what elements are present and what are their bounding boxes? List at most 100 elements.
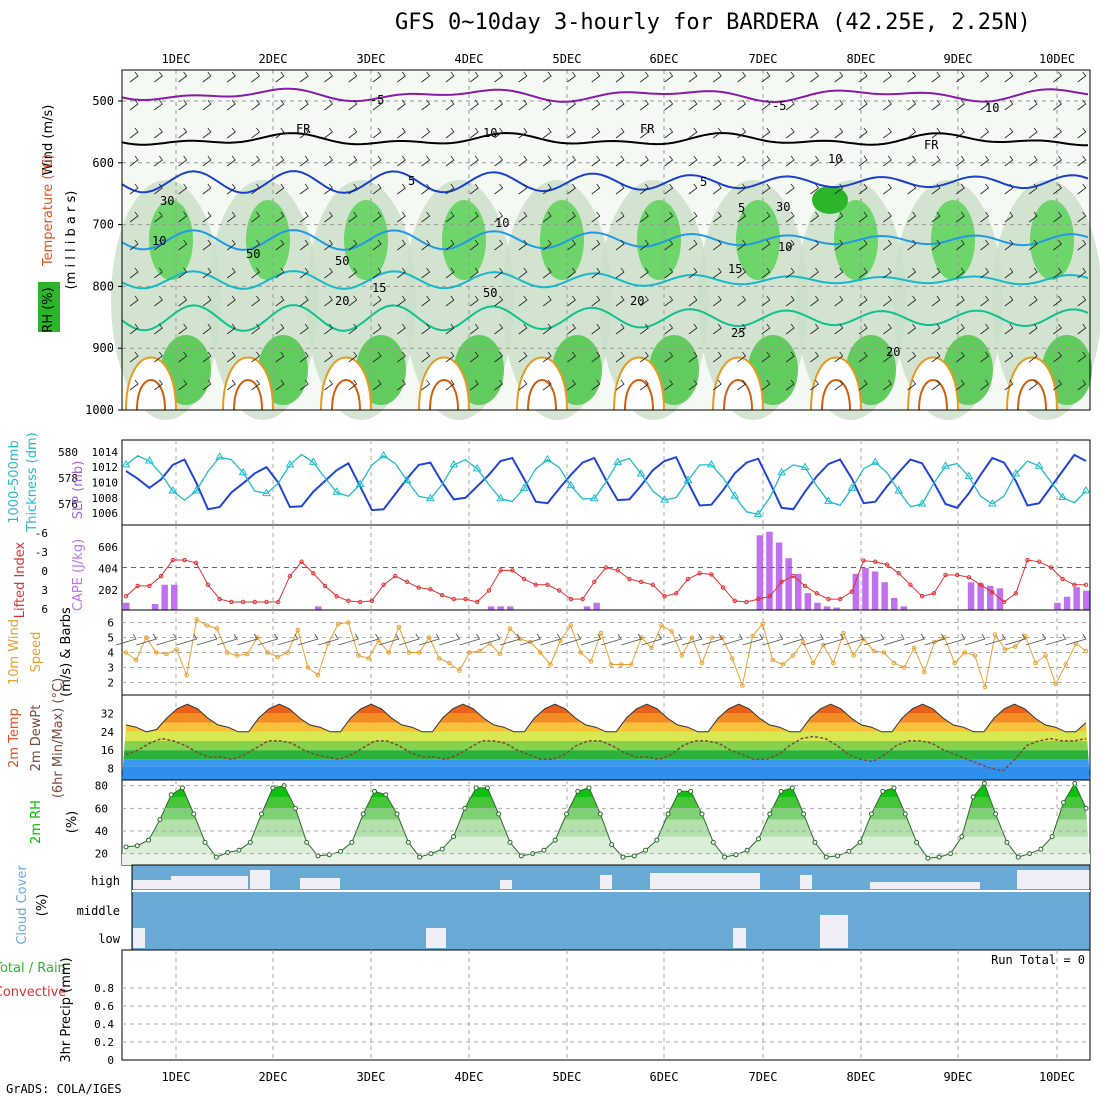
rh-marker bbox=[722, 854, 728, 860]
li-marker bbox=[978, 582, 983, 587]
wind-barb bbox=[1077, 211, 1087, 223]
wind-speed-marker bbox=[982, 684, 988, 690]
wind-barb bbox=[299, 351, 309, 363]
wind-barb-10m bbox=[1025, 633, 1047, 646]
wind-barb bbox=[664, 211, 674, 223]
cape-bar bbox=[785, 558, 792, 610]
cloud-gap bbox=[500, 880, 512, 889]
wind-barb-10m bbox=[742, 633, 764, 646]
li-marker bbox=[592, 579, 597, 585]
wind-speed-marker bbox=[366, 656, 371, 661]
wind-barb bbox=[980, 99, 990, 111]
wind-speed-marker bbox=[386, 650, 392, 655]
isotherm-20 bbox=[121, 304, 1089, 332]
wind-speed-marker bbox=[174, 647, 179, 652]
wind-barb bbox=[275, 379, 285, 391]
cloud-gap bbox=[600, 875, 612, 889]
cloud-gap bbox=[133, 880, 172, 889]
wind-barb bbox=[518, 211, 528, 223]
li-marker bbox=[1072, 582, 1077, 587]
li-marker bbox=[170, 557, 176, 563]
wind-barb bbox=[129, 351, 139, 363]
rh-tick-label: 60 bbox=[95, 802, 108, 815]
cape-bar bbox=[967, 582, 975, 610]
wind-barb bbox=[1053, 183, 1062, 195]
wind-speed-marker bbox=[406, 650, 412, 655]
wind-barb bbox=[1004, 267, 1014, 279]
cloud-gap bbox=[650, 873, 760, 889]
contour-label: 30 bbox=[160, 194, 174, 208]
temp-band bbox=[122, 766, 1090, 780]
contour-label: 15 bbox=[728, 262, 742, 276]
cape-tick-label: 606 bbox=[98, 541, 118, 554]
rh-marker bbox=[496, 811, 502, 817]
wind-barb bbox=[615, 71, 625, 83]
wind-barb bbox=[567, 267, 576, 279]
wind-barb bbox=[931, 323, 941, 335]
wind-barb bbox=[1053, 379, 1062, 391]
li-marker bbox=[861, 558, 866, 563]
cape-bar bbox=[487, 606, 495, 610]
wind-barb bbox=[275, 323, 285, 335]
isotherm-freezing bbox=[121, 131, 1089, 147]
wind-barb bbox=[1077, 323, 1087, 335]
wind-barb bbox=[931, 239, 941, 251]
temp-band bbox=[122, 695, 1090, 704]
wind-barb bbox=[421, 239, 431, 251]
wind-barb bbox=[591, 323, 601, 335]
isotherm-10 bbox=[121, 229, 1089, 251]
cape-bar bbox=[151, 603, 159, 610]
li-marker bbox=[638, 579, 644, 585]
wind-barb bbox=[615, 351, 625, 363]
wind-barb bbox=[712, 155, 722, 167]
wind-barb bbox=[518, 183, 528, 195]
temp-band bbox=[122, 731, 1090, 741]
rh-marker bbox=[259, 811, 265, 817]
rh-high-blob bbox=[344, 200, 388, 280]
thickness-tick-label: 576 bbox=[58, 498, 78, 511]
cape-bar bbox=[756, 535, 764, 610]
li-marker bbox=[1013, 591, 1018, 596]
wind-barb bbox=[810, 239, 819, 251]
rh-marker bbox=[575, 788, 581, 794]
wind-barb bbox=[348, 323, 358, 335]
temp-tick-label: 24 bbox=[101, 726, 115, 739]
li-marker bbox=[556, 588, 562, 593]
wind-barb bbox=[737, 211, 747, 223]
wind-barb bbox=[324, 155, 333, 167]
wind-speed-marker bbox=[689, 635, 695, 640]
wind-barb bbox=[469, 239, 479, 251]
li-marker bbox=[615, 568, 620, 573]
wind-barb bbox=[178, 155, 188, 167]
wind-barb bbox=[469, 99, 479, 111]
rh-max-blob bbox=[812, 186, 848, 214]
wind-speed-marker bbox=[447, 660, 452, 666]
slp-tick-label: 1006 bbox=[92, 507, 119, 520]
wind-speed-marker bbox=[436, 656, 442, 661]
li-marker bbox=[1001, 599, 1007, 605]
li-marker bbox=[908, 582, 913, 587]
pressure-tick-label: 600 bbox=[92, 156, 114, 170]
wind-barb bbox=[445, 127, 455, 139]
li-marker bbox=[837, 596, 843, 602]
wind-barb bbox=[1028, 155, 1038, 167]
wind-barb bbox=[397, 183, 406, 195]
wind-speed-marker bbox=[527, 639, 533, 645]
wind-barb bbox=[1053, 71, 1062, 83]
cape-bar bbox=[171, 584, 178, 610]
rh-marker bbox=[191, 811, 197, 817]
cloud-level-low: low bbox=[98, 932, 120, 946]
rh-marker bbox=[1004, 839, 1010, 845]
rh-line bbox=[125, 782, 1087, 859]
thickness-marker bbox=[191, 485, 201, 494]
cape-ylabel-li: Lifted Index bbox=[13, 541, 28, 618]
wind-barb bbox=[324, 99, 333, 111]
wind-barb bbox=[591, 211, 601, 223]
cape-bar bbox=[1083, 590, 1090, 610]
cloud-level-middle: middle bbox=[77, 904, 120, 918]
wind-speed-marker bbox=[234, 653, 240, 658]
wind-barb bbox=[397, 267, 406, 279]
wind-barb bbox=[1053, 295, 1062, 307]
thickness-marker bbox=[917, 498, 927, 507]
wind-barb bbox=[1077, 239, 1087, 251]
